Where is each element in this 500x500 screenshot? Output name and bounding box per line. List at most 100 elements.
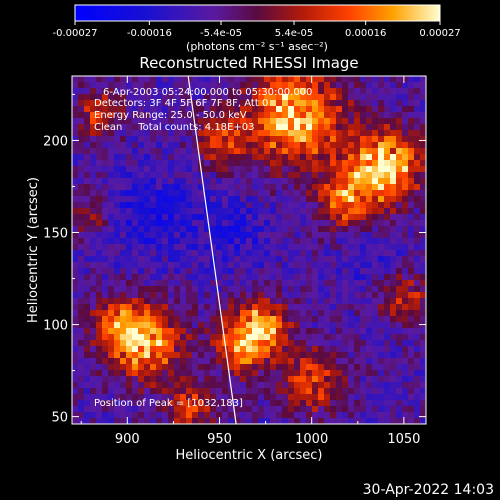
heatmap-cell <box>354 292 361 299</box>
heatmap-cell <box>402 220 409 227</box>
heatmap-cell <box>186 298 193 305</box>
heatmap-cell <box>168 106 175 113</box>
heatmap-cell <box>150 286 157 293</box>
heatmap-cell <box>174 94 181 101</box>
heatmap-cell <box>138 190 145 197</box>
heatmap-cell <box>264 88 271 95</box>
heatmap-cell <box>324 298 331 305</box>
heatmap-cell <box>384 106 391 113</box>
heatmap-cell <box>378 154 385 161</box>
heatmap-cell <box>240 76 247 83</box>
heatmap-cell <box>72 226 79 233</box>
heatmap-cell <box>342 130 349 137</box>
heatmap-cell <box>390 244 397 251</box>
heatmap-image <box>72 76 426 424</box>
heatmap-cell <box>264 166 271 173</box>
heatmap-cell <box>138 208 145 215</box>
heatmap-cell <box>384 274 391 281</box>
heatmap-cell <box>162 124 169 131</box>
heatmap-cell <box>150 340 157 347</box>
heatmap-cell <box>264 226 271 233</box>
heatmap-cell <box>168 196 175 203</box>
heatmap-cell <box>288 280 295 287</box>
heatmap-cell <box>252 94 259 101</box>
heatmap-cell <box>414 418 421 424</box>
heatmap-cell <box>264 382 271 389</box>
heatmap-cell <box>138 322 145 329</box>
heatmap-cell <box>330 394 337 401</box>
heatmap-cell <box>384 100 391 107</box>
heatmap-cell <box>132 352 139 359</box>
heatmap-cell <box>72 262 79 269</box>
heatmap-cell <box>234 220 241 227</box>
heatmap-cell <box>264 214 271 221</box>
heatmap-cell <box>240 238 247 245</box>
heatmap-cell <box>180 334 187 341</box>
heatmap-cell <box>216 376 223 383</box>
heatmap-cell <box>342 118 349 125</box>
heatmap-cell <box>114 352 121 359</box>
heatmap-cell <box>78 394 85 401</box>
heatmap-cell <box>168 328 175 335</box>
heatmap-cell <box>330 88 337 95</box>
heatmap-cell <box>360 100 367 107</box>
heatmap-cell <box>360 202 367 209</box>
heatmap-cell <box>150 262 157 269</box>
heatmap-cell <box>420 130 426 137</box>
heatmap-cell <box>312 382 319 389</box>
heatmap-cell <box>402 382 409 389</box>
heatmap-cell <box>294 136 301 143</box>
heatmap-cell <box>204 238 211 245</box>
heatmap-cell <box>390 304 397 311</box>
heatmap-cell <box>366 124 373 131</box>
heatmap-cell <box>300 406 307 413</box>
heatmap-cell <box>378 286 385 293</box>
heatmap-cell <box>120 298 127 305</box>
heatmap-cell <box>198 184 205 191</box>
heatmap-cell <box>96 250 103 257</box>
heatmap-cell <box>396 94 403 101</box>
heatmap-cell <box>366 76 373 83</box>
heatmap-cell <box>396 136 403 143</box>
heatmap-cell <box>192 256 199 263</box>
heatmap-cell <box>114 190 121 197</box>
heatmap-cell <box>72 298 79 305</box>
heatmap-cell <box>378 328 385 335</box>
heatmap-cell <box>360 286 367 293</box>
heatmap-cell <box>72 178 79 185</box>
heatmap-cell <box>282 124 289 131</box>
heatmap-cell <box>420 238 426 245</box>
heatmap-cell <box>270 196 277 203</box>
heatmap-cell <box>156 400 163 407</box>
heatmap-cell <box>102 346 109 353</box>
heatmap-cell <box>234 142 241 149</box>
heatmap-cell <box>396 340 403 347</box>
heatmap-cell <box>222 76 229 83</box>
heatmap-cell <box>174 160 181 167</box>
heatmap-cell <box>396 232 403 239</box>
heatmap-cell <box>366 118 373 125</box>
heatmap-cell <box>408 388 415 395</box>
heatmap-cell <box>96 100 103 107</box>
heatmap-cell <box>348 82 355 89</box>
heatmap-cell <box>120 256 127 263</box>
heatmap-cell <box>210 376 217 383</box>
heatmap-cell <box>378 358 385 365</box>
heatmap-cell <box>108 280 115 287</box>
heatmap-cell <box>234 232 241 239</box>
heatmap-cell <box>246 148 253 155</box>
heatmap-cell <box>414 406 421 413</box>
heatmap-cell <box>186 406 193 413</box>
heatmap-cell <box>420 364 426 371</box>
heatmap-cell <box>252 136 259 143</box>
heatmap-cell <box>372 340 379 347</box>
heatmap-cell <box>96 208 103 215</box>
heatmap-cell <box>138 94 145 101</box>
heatmap-cell <box>186 166 193 173</box>
heatmap-cell <box>72 160 79 167</box>
heatmap-cell <box>234 376 241 383</box>
heatmap-cell <box>294 400 301 407</box>
heatmap-cell <box>210 388 217 395</box>
heatmap-cell <box>228 310 235 317</box>
heatmap-cell <box>420 184 426 191</box>
